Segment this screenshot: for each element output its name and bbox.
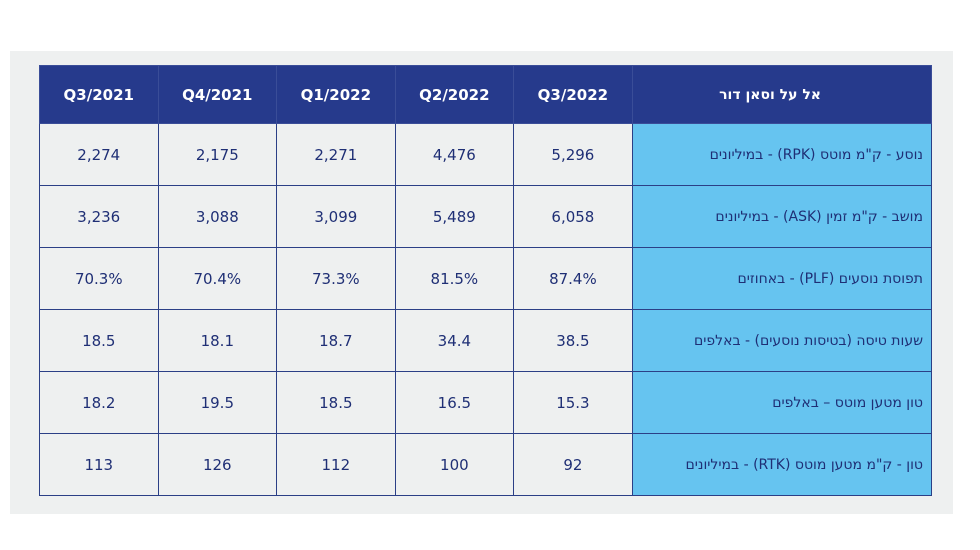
table-cell: 5,489 bbox=[394, 185, 515, 248]
table-cell: 19.5 bbox=[157, 371, 278, 434]
table-cell: 2,271 bbox=[276, 123, 396, 186]
table-cell: 92 bbox=[513, 433, 633, 496]
table-cell: 18.2 bbox=[39, 371, 159, 434]
table-cell: 34.4 bbox=[394, 309, 515, 372]
table-row: 3,236 3,088 3,099 5,489 6,058 מושב - ק"מ… bbox=[39, 185, 933, 248]
table-cell: 18.5 bbox=[39, 309, 159, 372]
table-cell: 38.5 bbox=[513, 309, 633, 372]
column-header-q3-2021: Q3/2021 bbox=[39, 65, 159, 124]
table-cell: 18.7 bbox=[276, 309, 396, 372]
table-cell: 16.5 bbox=[394, 371, 515, 434]
row-label: טון מטען מוטס – באלפים bbox=[631, 371, 933, 434]
row-label: תפוסת נוסעים (PLF) - באחוזים bbox=[631, 247, 933, 310]
table-cell: 87.4% bbox=[513, 247, 633, 310]
table-cell: 113 bbox=[39, 433, 159, 496]
table-cell: 6,058 bbox=[513, 185, 633, 248]
table-cell: 18.5 bbox=[276, 371, 396, 434]
column-header-label: אל על וסאן דור bbox=[631, 65, 933, 124]
table-cell: 100 bbox=[394, 433, 515, 496]
table-row: 18.5 18.1 18.7 34.4 38.5 שעות טיסה (בטיס… bbox=[39, 309, 933, 372]
table-cell: 3,236 bbox=[39, 185, 159, 248]
table-cell: 5,296 bbox=[513, 123, 633, 186]
column-header-q4-2021: Q4/2021 bbox=[157, 65, 278, 124]
table-cell: 3,088 bbox=[157, 185, 278, 248]
table-row: 113 126 112 100 92 טון - ק"מ מטען מוטס (… bbox=[39, 433, 933, 496]
row-label: טון - ק"מ מטען מוטס (RTK) - במיליונים bbox=[631, 433, 933, 496]
table-cell: 70.3% bbox=[39, 247, 159, 310]
table-row: 70.3% 70.4% 73.3% 81.5% 87.4% תפוסת נוסע… bbox=[39, 247, 933, 310]
table-row: 18.2 19.5 18.5 16.5 15.3 טון מטען מוטס –… bbox=[39, 371, 933, 434]
table-cell: 18.1 bbox=[157, 309, 278, 372]
column-header-q1-2022: Q1/2022 bbox=[276, 65, 396, 124]
row-label: נוסע - ק"מ מוטס (RPK) - במיליונים bbox=[631, 123, 933, 186]
table-cell: 2,274 bbox=[39, 123, 159, 186]
table-cell: 70.4% bbox=[157, 247, 278, 310]
table-cell: 81.5% bbox=[394, 247, 515, 310]
table-cell: 126 bbox=[157, 433, 278, 496]
column-header-q2-2022: Q2/2022 bbox=[394, 65, 515, 124]
table-header-row: Q3/2021 Q4/2021 Q1/2022 Q2/2022 Q3/2022 … bbox=[39, 65, 933, 124]
table-cell: 73.3% bbox=[276, 247, 396, 310]
table-cell: 15.3 bbox=[513, 371, 633, 434]
operating-data-table: Q3/2021 Q4/2021 Q1/2022 Q2/2022 Q3/2022 … bbox=[39, 65, 933, 496]
row-label: מושב - ק"מ זמין (ASK) - במיליונים bbox=[631, 185, 933, 248]
table-cell: 4,476 bbox=[394, 123, 515, 186]
row-label: שעות טיסה (בטיסות נוסעים) - באלפים bbox=[631, 309, 933, 372]
table-row: 2,274 2,175 2,271 4,476 5,296 נוסע - ק"מ… bbox=[39, 123, 933, 186]
table-cell: 2,175 bbox=[157, 123, 278, 186]
table-cell: 112 bbox=[276, 433, 396, 496]
table-cell: 3,099 bbox=[276, 185, 396, 248]
column-header-q3-2022: Q3/2022 bbox=[513, 65, 633, 124]
